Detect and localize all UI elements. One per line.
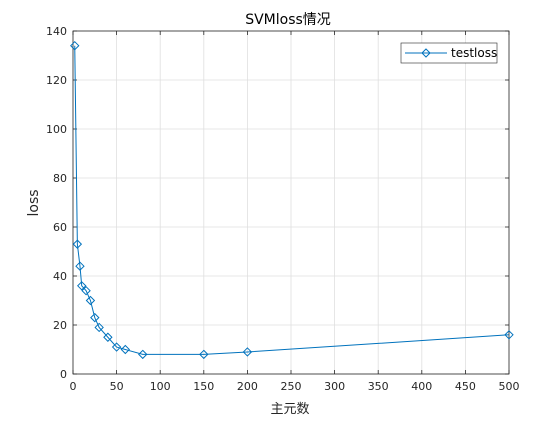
- data-point: [242, 347, 253, 357]
- data-point: [504, 330, 514, 340]
- x-tick-label: 400: [411, 380, 432, 393]
- y-tick-label: 80: [53, 172, 67, 185]
- x-tick-label: 450: [455, 380, 476, 393]
- legend: testloss: [400, 42, 498, 64]
- series-layer: [70, 40, 514, 360]
- x-axis-ticks: 0 50 100 150 200 250 300 350 400 450 500: [70, 31, 520, 393]
- chart-title: SVMloss情况: [245, 12, 331, 28]
- legend-box: [400, 42, 498, 64]
- y-tick-label: 140: [46, 25, 67, 38]
- x-tick-label: 200: [237, 380, 258, 393]
- data-point: [81, 285, 91, 296]
- x-axis-label: 主元数: [270, 402, 309, 417]
- legend-entry-label: testloss: [451, 46, 497, 60]
- data-point: [77, 281, 87, 291]
- y-tick-label: 60: [53, 221, 67, 234]
- y-axis-ticks: 0 20 40 60 80 100 120 140: [46, 25, 509, 381]
- data-point: [199, 349, 209, 360]
- y-tick-label: 0: [60, 368, 67, 381]
- x-tick-label: 300: [324, 380, 345, 393]
- data-point: [85, 295, 96, 306]
- y-tick-label: 40: [53, 270, 67, 283]
- x-tick-label: 500: [499, 380, 520, 393]
- x-tick-label: 250: [281, 380, 302, 393]
- data-point: [70, 40, 80, 51]
- x-tick-label: 50: [110, 380, 124, 393]
- x-tick-label: 150: [193, 380, 214, 393]
- data-point: [120, 344, 131, 355]
- data-point: [103, 332, 113, 342]
- data-point: [90, 312, 100, 323]
- legend-marker-sample: [421, 48, 431, 58]
- y-tick-label: 100: [46, 123, 67, 136]
- data-point: [111, 342, 122, 352]
- y-tick-label: 120: [46, 74, 67, 87]
- data-point: [75, 261, 85, 271]
- x-tick-label: 0: [70, 380, 77, 393]
- data-point: [72, 239, 83, 249]
- y-axis-label: loss: [26, 189, 42, 216]
- series-line-testloss: [74, 45, 510, 355]
- y-tick-label: 20: [53, 319, 67, 332]
- x-tick-label: 350: [368, 380, 389, 393]
- x-tick-label: 100: [150, 380, 171, 393]
- data-point: [138, 349, 148, 360]
- data-point: [94, 322, 104, 333]
